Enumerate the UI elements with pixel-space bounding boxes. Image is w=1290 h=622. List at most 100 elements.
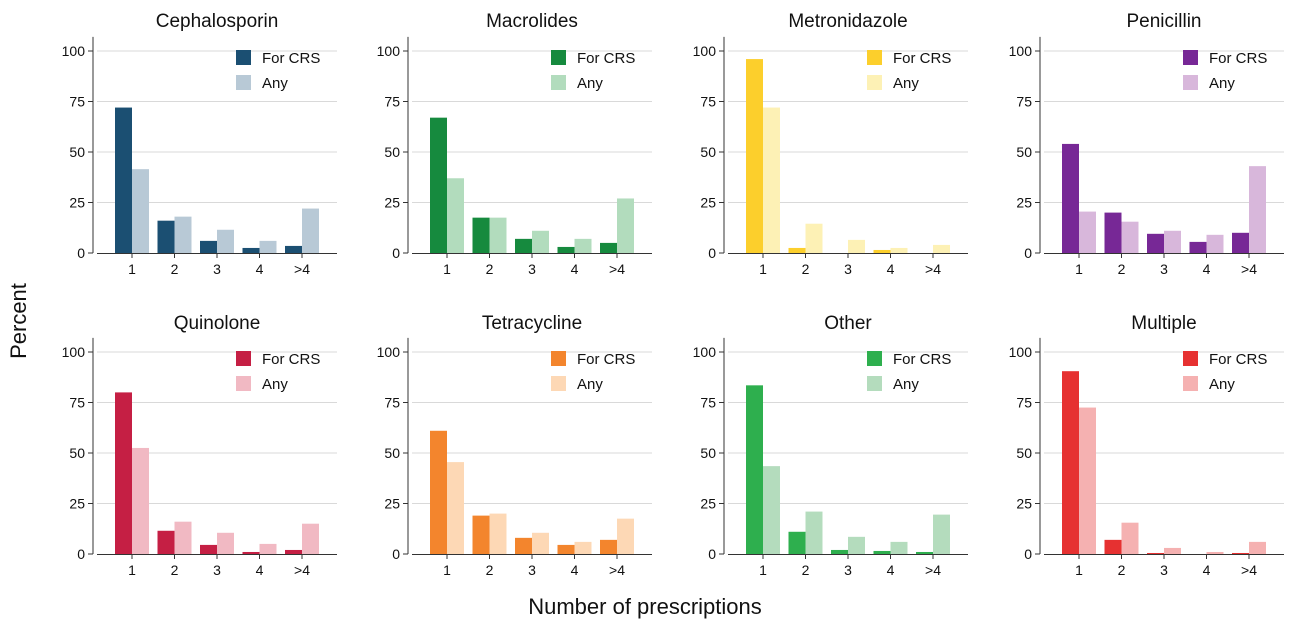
panel-title: Cephalosporin — [156, 11, 279, 32]
x-tick-label: >4 — [925, 261, 941, 277]
x-tick-label: 4 — [1203, 261, 1211, 277]
y-tick-label: 0 — [708, 245, 716, 261]
bar-any — [1121, 522, 1139, 554]
panel-title: Quinolone — [174, 313, 261, 334]
bar-any — [890, 247, 908, 253]
legend-swatch — [1183, 75, 1198, 90]
legend-label: For CRS — [262, 351, 320, 368]
bar-any — [132, 169, 149, 253]
x-tick-label: 2 — [1118, 261, 1126, 277]
bar-for-crs — [600, 539, 617, 554]
y-tick-label: 100 — [377, 344, 401, 360]
legend-swatch — [867, 75, 882, 90]
legend-swatch — [551, 376, 566, 391]
y-tick-label: 75 — [384, 94, 400, 110]
y-tick-label: 25 — [1016, 496, 1032, 512]
y-axis-title: Percent — [6, 283, 31, 359]
y-tick-label: 25 — [384, 496, 400, 512]
y-tick-label: 25 — [700, 195, 716, 211]
legend-swatch — [236, 351, 251, 366]
y-tick-label: 50 — [69, 144, 85, 160]
bar-any — [217, 229, 234, 253]
y-tick-label: 100 — [62, 344, 86, 360]
x-tick-label: 2 — [171, 562, 179, 578]
y-tick-label: 50 — [700, 445, 716, 461]
y-tick-label: 75 — [69, 94, 85, 110]
bar-for-crs — [600, 242, 617, 253]
bar-any — [763, 466, 780, 554]
bar-any — [763, 107, 780, 253]
y-tick-label: 75 — [700, 395, 716, 411]
legend-label: Any — [1209, 376, 1235, 393]
bar-for-crs — [557, 246, 575, 253]
bar-any — [174, 216, 192, 253]
bar-any — [805, 511, 823, 554]
bar-for-crs — [1104, 212, 1122, 253]
legend-swatch — [1183, 351, 1198, 366]
bar-any — [1164, 230, 1181, 253]
legend-label: Any — [893, 75, 919, 92]
bar-any — [574, 541, 592, 554]
bar-for-crs — [115, 392, 132, 554]
x-tick-label: 2 — [1118, 562, 1126, 578]
legend-swatch — [551, 50, 566, 65]
bar-for-crs — [746, 385, 763, 554]
x-tick-label: 1 — [759, 562, 767, 578]
legend-swatch — [236, 50, 251, 65]
bar-any — [259, 240, 277, 253]
x-tick-label: 4 — [256, 562, 264, 578]
bar-for-crs — [242, 551, 260, 554]
x-tick-label: >4 — [1241, 562, 1257, 578]
legend-label: For CRS — [893, 351, 951, 368]
bar-any — [217, 532, 234, 554]
y-tick-label: 100 — [1009, 43, 1033, 59]
x-tick-label: 4 — [256, 261, 264, 277]
legend-label: Any — [893, 376, 919, 393]
y-tick-label: 0 — [392, 245, 400, 261]
legend-label: Any — [262, 75, 288, 92]
legend-label: Any — [577, 376, 603, 393]
y-tick-label: 75 — [384, 395, 400, 411]
y-tick-label: 25 — [1016, 195, 1032, 211]
y-tick-label: 50 — [384, 144, 400, 160]
y-tick-label: 100 — [693, 43, 717, 59]
bar-any — [174, 521, 192, 554]
x-tick-label: 3 — [528, 261, 536, 277]
bar-any — [489, 513, 507, 554]
y-tick-label: 0 — [1024, 546, 1032, 562]
bar-for-crs — [285, 245, 302, 253]
x-tick-label: 3 — [1160, 562, 1168, 578]
x-tick-label: 2 — [486, 562, 494, 578]
legend-label: For CRS — [1209, 50, 1267, 67]
legend-swatch — [867, 50, 882, 65]
panel-title: Macrolides — [486, 11, 578, 32]
bar-any — [1121, 221, 1139, 253]
x-tick-label: 4 — [887, 562, 895, 578]
bar-any — [302, 208, 319, 253]
bar-any — [617, 518, 634, 554]
bar-for-crs — [157, 220, 175, 253]
y-tick-label: 50 — [700, 144, 716, 160]
legend-label: For CRS — [577, 351, 635, 368]
x-tick-label: 4 — [887, 261, 895, 277]
x-tick-label: >4 — [925, 562, 941, 578]
bar-for-crs — [1147, 233, 1164, 253]
x-tick-label: 4 — [571, 261, 579, 277]
x-tick-label: 1 — [443, 562, 451, 578]
x-tick-label: 1 — [128, 562, 136, 578]
legend-label: Any — [1209, 75, 1235, 92]
bar-for-crs — [873, 550, 891, 554]
y-tick-label: 25 — [384, 195, 400, 211]
y-tick-label: 25 — [69, 195, 85, 211]
bar-any — [933, 514, 950, 554]
legend-label: Any — [577, 75, 603, 92]
bar-for-crs — [157, 530, 175, 554]
bar-any — [132, 447, 149, 554]
y-tick-label: 50 — [69, 445, 85, 461]
bar-any — [805, 223, 823, 253]
y-tick-label: 75 — [700, 94, 716, 110]
y-tick-label: 25 — [69, 496, 85, 512]
legend-label: For CRS — [577, 50, 635, 67]
bar-for-crs — [916, 551, 933, 554]
bar-for-crs — [242, 247, 260, 253]
